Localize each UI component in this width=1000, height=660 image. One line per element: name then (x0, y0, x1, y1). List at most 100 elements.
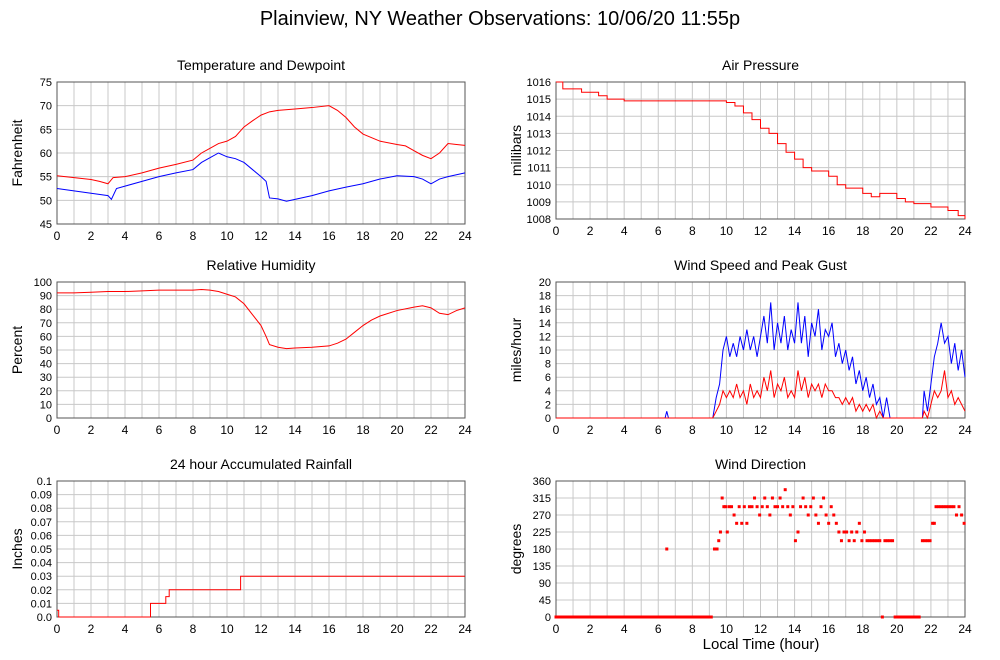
x-tick-label: 0 (54, 622, 61, 636)
x-tick-label: 16 (822, 423, 836, 437)
x-tick-label: 18 (356, 423, 370, 437)
data-point (816, 521, 820, 525)
data-point (727, 505, 731, 509)
y-tick-label: 2 (545, 399, 551, 411)
x-tick-label: 18 (356, 229, 370, 243)
data-point (811, 496, 815, 500)
x-tick-label: 14 (288, 423, 302, 437)
chart-temp: Temperature and Dewpoint Fahrenheit 45 50 55… (9, 57, 472, 243)
y-tick-label: 0.1 (37, 476, 52, 488)
data-point (781, 505, 785, 509)
x-tick-label: 2 (88, 229, 95, 243)
data-point (760, 505, 764, 509)
y-tick-label: 14 (539, 318, 551, 330)
y-tick-label: 30 (40, 372, 52, 384)
x-tick-label: 14 (288, 622, 302, 636)
y-tick-label: 60 (40, 148, 52, 160)
data-point (934, 505, 938, 509)
chart-title: Air Pressure (722, 57, 799, 73)
data-point (725, 530, 729, 534)
y-tick-label: 315 (533, 493, 551, 505)
x-tick-label: 2 (587, 224, 594, 238)
y-tick-label: 1010 (527, 180, 551, 192)
data-point (832, 513, 836, 517)
data-point (952, 505, 956, 509)
y-tick-label: 55 (40, 172, 52, 184)
y-tick-label: 10 (40, 399, 52, 411)
y-tick-label: 270 (533, 510, 551, 522)
y-tick-label: 0 (46, 413, 52, 425)
y-tick-label: 0.07 (31, 517, 52, 529)
data-point (735, 521, 739, 525)
y-axis-label: millibars (508, 125, 524, 176)
x-tick-label: 12 (254, 423, 268, 437)
y-tick-label: 0.0 (37, 612, 52, 624)
chart-title: Wind Speed and Peak Gust (674, 257, 847, 273)
series-0-line (57, 288, 466, 350)
y-tick-label: 0.05 (31, 544, 52, 556)
x-tick-label: 2 (587, 622, 594, 636)
y-tick-label: 45 (40, 219, 52, 231)
y-tick-label: 10 (539, 345, 551, 357)
x-tick-label: 22 (924, 423, 938, 437)
data-point (712, 547, 716, 551)
y-axis-label: Percent (9, 326, 25, 374)
x-tick-label: 14 (788, 423, 802, 437)
plot-area-frame (555, 480, 966, 618)
x-tick-label: 18 (856, 423, 870, 437)
x-tick-label: 22 (424, 423, 438, 437)
y-tick-label: 6 (545, 372, 551, 384)
x-tick-label: 18 (856, 622, 870, 636)
data-point (822, 496, 826, 500)
data-point (845, 530, 849, 534)
data-point (717, 539, 721, 543)
y-tick-label: 1016 (527, 77, 551, 89)
data-point (819, 505, 823, 509)
chart-wind: Wind Speed and Peak Gustmiles/hour024681… (508, 257, 972, 437)
data-point (718, 530, 722, 534)
chart-title: Temperature and Dewpoint (177, 57, 345, 73)
x-tick-label: 20 (390, 423, 404, 437)
y-tick-label: 1008 (527, 214, 551, 226)
y-tick-label: 70 (40, 318, 52, 330)
x-tick-label: 10 (220, 423, 234, 437)
x-tick-label: 20 (890, 622, 904, 636)
y-tick-label: 40 (40, 359, 52, 371)
x-tick-label: 6 (156, 229, 163, 243)
data-point (880, 615, 884, 619)
x-tick-label: 10 (720, 622, 734, 636)
chart-direction: Wind Directiondegrees0459013518022527031… (508, 456, 972, 636)
series-0-line (57, 575, 465, 618)
x-tick-label: 8 (190, 622, 197, 636)
data-point (806, 513, 810, 517)
x-axis-title: Local Time (hour) (702, 636, 820, 653)
data-point (847, 539, 851, 543)
data-point (960, 513, 964, 517)
data-point (804, 505, 808, 509)
y-tick-label: 225 (533, 527, 551, 539)
x-tick-label: 24 (458, 622, 472, 636)
y-tick-label: 65 (40, 124, 52, 136)
data-point (923, 539, 927, 543)
plot-area-frame (56, 81, 466, 225)
y-tick-label: 70 (40, 101, 52, 113)
y-tick-label: 1009 (527, 197, 551, 209)
x-tick-label: 12 (754, 423, 768, 437)
y-tick-label: 0.02 (31, 585, 52, 597)
x-tick-label: 20 (390, 229, 404, 243)
data-point (776, 505, 780, 509)
plot-area-frame (56, 281, 466, 419)
data-point (829, 505, 833, 509)
x-tick-label: 4 (122, 229, 129, 243)
y-tick-label: 80 (40, 304, 52, 316)
data-point (870, 539, 874, 543)
x-tick-label: 20 (390, 622, 404, 636)
data-point (926, 539, 930, 543)
data-point (873, 539, 877, 543)
x-tick-label: 2 (587, 423, 594, 437)
data-point (814, 513, 818, 517)
y-axis-label: Fahrenheit (9, 119, 25, 186)
y-tick-label: 45 (539, 595, 551, 607)
plot-area-frame (555, 81, 966, 220)
